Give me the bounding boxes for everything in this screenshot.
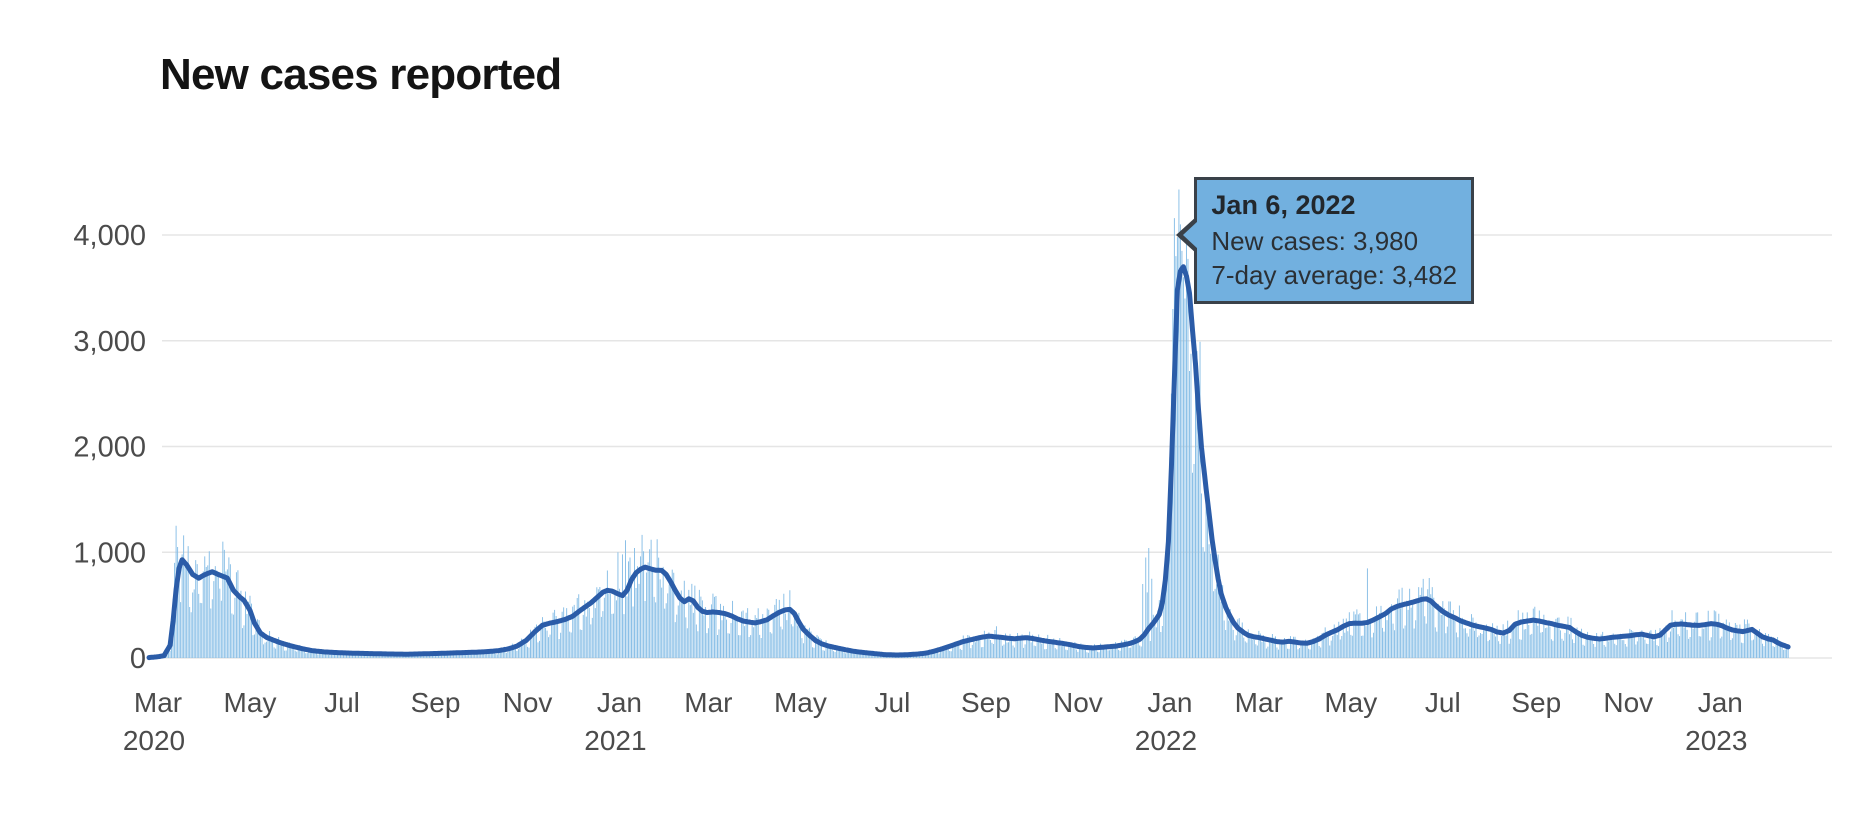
- x-tick-month: May: [224, 687, 277, 718]
- x-tick-month: May: [774, 687, 827, 718]
- x-tick-year: 2020: [123, 725, 185, 756]
- x-tick-month: Mar: [1235, 687, 1283, 718]
- y-axis-labels: 0 1,000 2,000 3,000 4,000: [73, 220, 146, 675]
- y-tick-label: 4,000: [73, 220, 146, 252]
- tooltip-new-cases: New cases: 3,980: [1211, 226, 1419, 257]
- x-tick-year: 2022: [1135, 725, 1197, 756]
- x-tick-month: Mar: [134, 687, 182, 718]
- x-tick-month: May: [1324, 687, 1377, 718]
- tooltip-7day-avg: 7-day average: 3,482: [1211, 260, 1458, 291]
- plot-hover-area[interactable]: [150, 170, 1790, 660]
- y-tick-label: 1,000: [73, 537, 146, 569]
- line-series-7-day-average: [146, 264, 1791, 661]
- x-tick-month: Jan: [597, 687, 642, 718]
- x-tick-month: Nov: [1053, 687, 1103, 718]
- x-tick-month: Sep: [1511, 687, 1561, 718]
- x-tick-month: Sep: [411, 687, 461, 718]
- x-tick-month: Nov: [503, 687, 553, 718]
- y-tick-label: 0: [130, 643, 146, 675]
- x-tick-month: Mar: [684, 687, 732, 718]
- x-tick-month: Sep: [961, 687, 1011, 718]
- x-tick-month: Jan: [1147, 687, 1192, 718]
- avg-line-path: [146, 264, 1791, 661]
- x-tick-year: 2021: [584, 725, 646, 756]
- x-tick-month: Jul: [1425, 687, 1461, 718]
- x-axis-labels: Mar 2020 May Jul Sep Nov Jan 2021 Mar May Jul Sep No…: [123, 687, 1748, 756]
- page-title: New cases reported: [160, 50, 562, 99]
- x-tick-month: Jan: [1698, 687, 1743, 718]
- y-tick-label: 2,000: [73, 432, 146, 464]
- x-tick-month: Nov: [1603, 687, 1653, 718]
- x-tick-month: Jul: [324, 687, 360, 718]
- x-tick-year: 2023: [1685, 725, 1747, 756]
- x-tick-month: Jul: [875, 687, 911, 718]
- tooltip-date: Jan 6, 2022: [1211, 190, 1356, 221]
- tooltip: Jan 6, 2022 New cases: 3,980 7-day avera…: [1176, 177, 1475, 305]
- y-tick-label: 3,000: [73, 326, 146, 358]
